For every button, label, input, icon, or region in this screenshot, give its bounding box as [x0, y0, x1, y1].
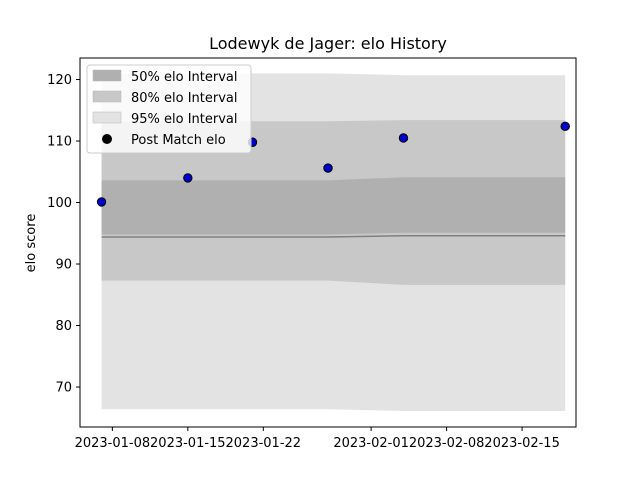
legend-box — [86, 64, 252, 154]
x-tick-label: 2023-02-08 — [409, 436, 485, 451]
legend-label: 50% elo Interval — [131, 70, 238, 85]
x-axis-ticks: 2023-01-08 2023-01-15 2023-01-22 2023-02-01… — [75, 427, 560, 451]
legend-marker — [102, 134, 112, 144]
x-tick-label: 2023-02-15 — [484, 436, 560, 451]
mean-elo-line — [101, 234, 566, 238]
data-point-4 — [323, 163, 333, 173]
mean-line-layer — [101, 234, 566, 238]
x-tick-label: 2023-01-08 — [75, 436, 151, 451]
data-point-5 — [398, 133, 409, 143]
x-tick-label: 2023-01-22 — [226, 436, 302, 451]
plot-area-frame — [79, 57, 577, 428]
x-tick-label: 2023-02-01 — [333, 436, 409, 451]
chart-legend: 50% elo Interval 80% elo Interval 95% elo … — [86, 64, 252, 154]
y-tick-label: 70 — [55, 381, 72, 396]
y-tick-label: 80 — [55, 319, 72, 334]
y-tick-label: 110 — [47, 135, 72, 150]
legend-swatch — [92, 111, 122, 124]
interval-bands — [101, 73, 566, 412]
legend-label: 95% elo Interval — [131, 112, 238, 127]
chart-title: Lodewyk de Jager: elo History — [209, 34, 447, 53]
y-axis-label: elo score — [24, 214, 39, 273]
data-point-6 — [560, 121, 570, 131]
band-1 — [101, 177, 566, 235]
y-tick-label: 100 — [47, 196, 72, 211]
legend-swatch — [92, 69, 122, 82]
data-point-1 — [96, 197, 107, 207]
x-tick-label: 2023-01-15 — [150, 436, 226, 451]
y-axis-ticks: 70 80 90 100 110 120 — [47, 73, 80, 396]
y-tick-label: 90 — [55, 258, 72, 273]
data-point-2 — [183, 173, 193, 183]
legend-swatch — [92, 90, 122, 103]
legend-label: Post Match elo — [131, 133, 226, 148]
post-match-points — [96, 121, 570, 207]
y-tick-label: 120 — [47, 73, 72, 88]
legend-label: 80% elo Interval — [131, 91, 238, 106]
